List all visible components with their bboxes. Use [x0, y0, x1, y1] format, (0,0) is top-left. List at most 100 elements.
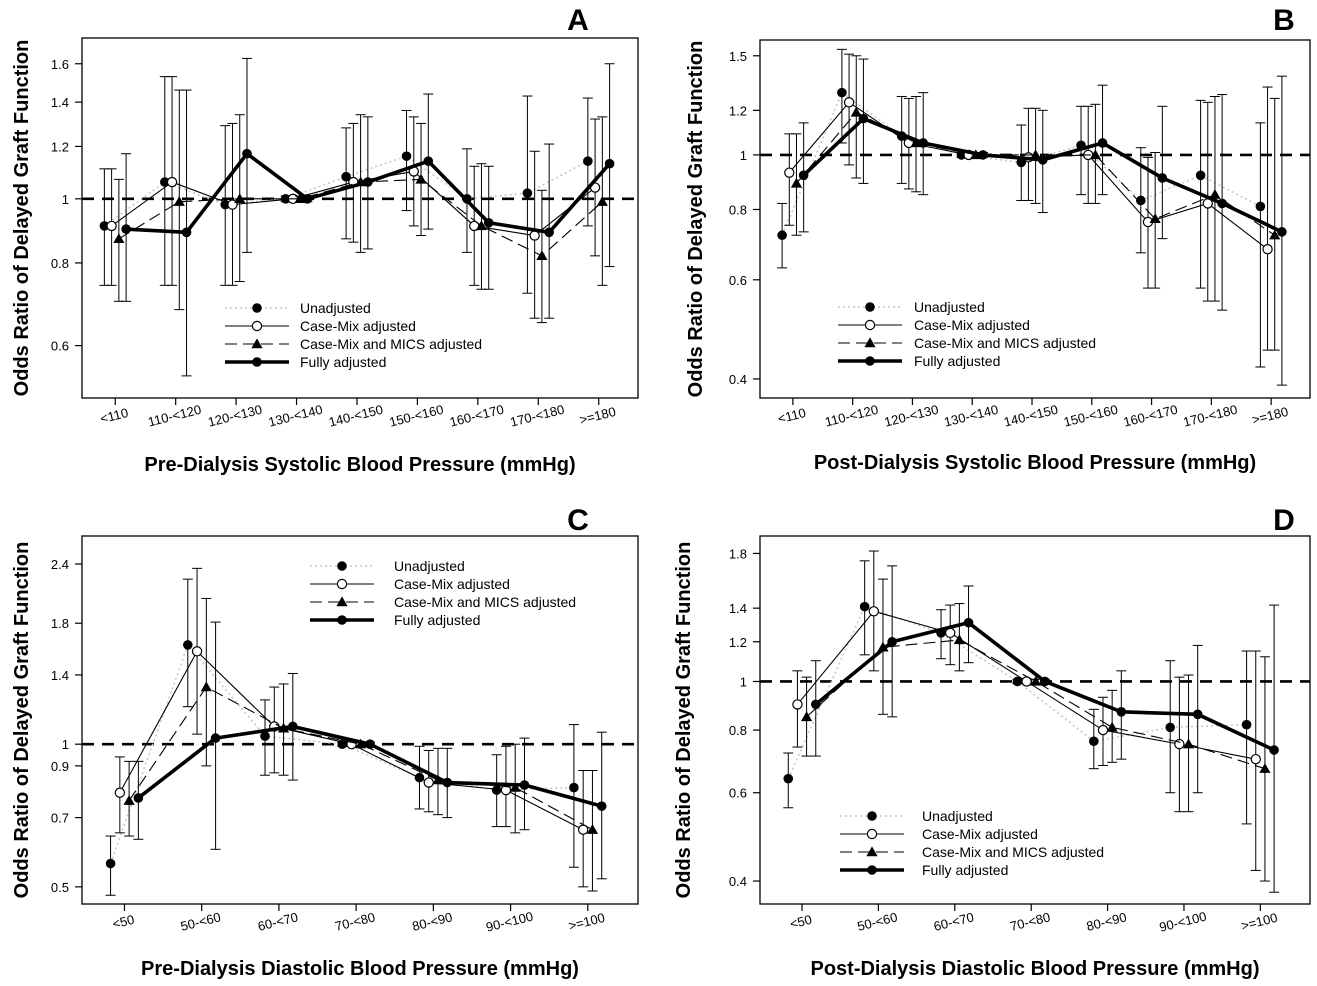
data-point — [887, 636, 897, 647]
data-point — [220, 199, 231, 210]
y-axis-title: Odds Ratio of Delayed Graft Function — [685, 41, 707, 398]
data-point — [121, 224, 131, 234]
y-tick-label: 1 — [62, 192, 69, 207]
x-tick-label: >=100 — [1240, 910, 1279, 933]
y-axis-title: Odds Ratio of Delayed Graft Function — [11, 542, 33, 899]
x-tick-label: 90-<100 — [1158, 909, 1208, 935]
series-1 — [784, 53, 1273, 351]
legend-label: Unadjusted — [922, 808, 993, 824]
data-point — [423, 777, 434, 788]
legend: Unadjusted Case-Mix adjusted Case-Mix and … — [840, 808, 1104, 878]
data-point — [191, 646, 203, 657]
y-tick-label: 2.4 — [51, 557, 69, 572]
data-point — [442, 777, 453, 788]
data-point — [242, 148, 252, 159]
data-point — [522, 188, 533, 198]
x-tick-label: 70-<80 — [1008, 909, 1051, 933]
x-tick-label: 150-<160 — [1062, 402, 1119, 430]
y-tick-label: 1.5 — [729, 49, 747, 64]
data-point — [1149, 213, 1161, 224]
plot-frame — [81, 535, 639, 905]
legend-label: Case-Mix adjusted — [300, 318, 416, 334]
x-tick-label: 60-<70 — [256, 909, 299, 933]
data-point — [1089, 736, 1099, 747]
x-tick-label: 50-<60 — [179, 909, 222, 933]
x-tick-label: <110 — [776, 405, 807, 426]
legend-marker — [866, 828, 878, 840]
legend-marker — [251, 320, 263, 332]
data-point — [423, 156, 434, 166]
data-point — [1029, 149, 1042, 160]
series-line — [109, 644, 574, 864]
legend-label: Fully adjusted — [300, 354, 386, 370]
series-3 — [810, 565, 1280, 893]
x-tick-label: 70-<80 — [333, 909, 376, 933]
plot-frame — [759, 535, 1311, 905]
data-point — [1157, 173, 1168, 183]
data-point — [363, 177, 373, 187]
data-point — [509, 781, 521, 792]
data-point — [978, 150, 988, 160]
legend-label: Case-Mix and MICS adjusted — [300, 336, 482, 352]
y-axis-title: Odds Ratio of Delayed Graft Function — [673, 542, 695, 899]
legend-marker — [336, 578, 348, 590]
x-tick-label: 160-<170 — [448, 402, 505, 430]
y-tick-label: 1.2 — [51, 139, 69, 154]
data-point — [1250, 753, 1261, 765]
data-point — [1209, 189, 1221, 199]
data-point — [963, 617, 974, 628]
data-point — [105, 858, 116, 869]
data-point — [491, 785, 502, 795]
legend-label: Unadjusted — [394, 558, 465, 574]
x-tick-label: 80-<90 — [411, 909, 454, 933]
x-tick-label: 130-<140 — [267, 402, 324, 430]
data-point — [784, 167, 795, 178]
series-0 — [777, 48, 1266, 368]
y-tick-label: 1 — [740, 148, 747, 163]
legend-marker — [867, 811, 877, 821]
series-0 — [105, 578, 579, 896]
data-point — [1037, 155, 1048, 165]
data-point — [1217, 198, 1227, 209]
data-point — [302, 194, 313, 204]
legend-label: Case-Mix adjusted — [394, 576, 510, 592]
data-point — [544, 227, 554, 238]
x-tick-label: 90-<100 — [484, 909, 534, 935]
y-tick-label: 1.2 — [729, 635, 747, 650]
legend-label: Case-Mix and MICS adjusted — [914, 335, 1096, 351]
legend-marker — [337, 561, 347, 571]
panel-letter: C — [567, 504, 589, 537]
data-point — [1030, 675, 1042, 686]
panel-letter: A — [567, 4, 589, 37]
data-point — [586, 824, 599, 834]
data-point — [519, 780, 530, 790]
x-tick-label: 80-<90 — [1085, 909, 1128, 933]
data-point — [800, 711, 813, 722]
data-point — [790, 177, 803, 188]
x-tick-label: 140-<150 — [1002, 402, 1059, 430]
legend-marker — [252, 357, 262, 367]
series-3 — [798, 58, 1287, 386]
y-tick-label: 1.6 — [51, 57, 69, 72]
y-tick-label: 1.4 — [51, 668, 69, 683]
data-point — [365, 739, 375, 749]
series-1 — [114, 567, 589, 888]
x-tick-label: 160-<170 — [1122, 402, 1179, 430]
data-point — [1259, 763, 1271, 773]
series-1 — [792, 550, 1261, 871]
legend-marker — [865, 356, 875, 366]
y-tick-label: 0.8 — [729, 202, 747, 217]
x-tick-label: >=180 — [578, 404, 617, 427]
legend-marker — [864, 337, 876, 348]
y-tick-label: 1.4 — [729, 601, 747, 616]
data-point — [401, 151, 412, 161]
legend-label: Fully adjusted — [394, 612, 480, 628]
x-tick-label: >=180 — [1250, 404, 1289, 427]
data-point — [1012, 676, 1023, 687]
data-point — [1241, 719, 1252, 730]
legend-marker — [337, 615, 347, 625]
data-point — [837, 87, 847, 98]
data-point — [596, 801, 607, 811]
legend: Unadjusted Case-Mix adjusted Case-Mix and … — [310, 558, 576, 628]
data-point — [166, 176, 178, 188]
